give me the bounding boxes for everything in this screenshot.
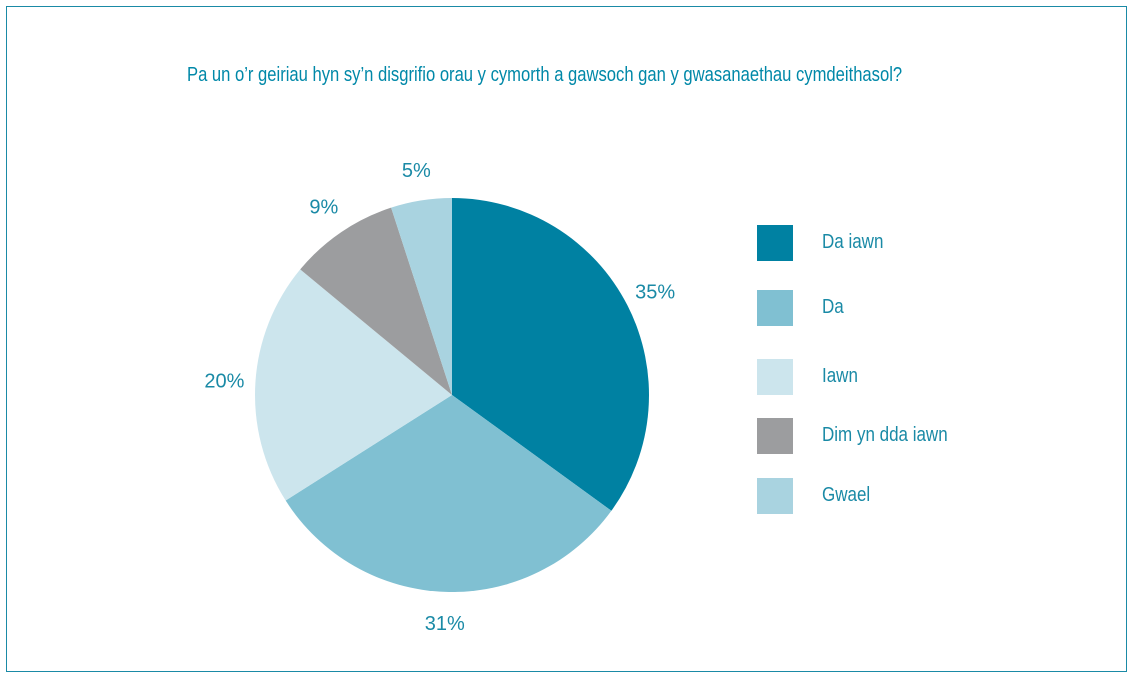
legend-item-dim-yn-dda-iawn: Dim yn dda iawn (757, 418, 1077, 454)
legend-swatch (757, 225, 793, 261)
legend-label: Dim yn dda iawn (822, 424, 948, 446)
chart-frame (6, 6, 1127, 672)
legend-label: Iawn (822, 365, 858, 387)
legend-swatch (757, 359, 793, 395)
data-label: 20% (204, 371, 244, 393)
data-label: 9% (309, 196, 338, 218)
legend-label: Gwael (822, 484, 871, 506)
data-label: 35% (635, 282, 675, 304)
data-label: 5% (402, 160, 431, 182)
legend-swatch (757, 478, 793, 514)
pie-slice-da (285, 395, 612, 592)
legend-item-da: Da (757, 290, 1077, 326)
pie-slice-da-iawn (452, 198, 650, 511)
chart-title: Pa un o’r geiriau hyn sy’n disgrifio ora… (187, 64, 903, 86)
pie-slice-dim-yn-dda-iawn (300, 207, 452, 395)
legend-item-da-iawn: Da iawn (757, 225, 1077, 261)
pie-slice-gwael (391, 198, 452, 395)
legend-swatch (757, 418, 793, 454)
legend-swatch (757, 290, 793, 326)
legend-item-gwael: Gwael (757, 478, 1077, 514)
legend-label: Da iawn (822, 231, 884, 253)
legend-label: Da (822, 296, 844, 318)
data-label: 31% (425, 613, 465, 635)
legend-item-iawn: Iawn (757, 359, 1077, 395)
pie-slice-iawn (255, 269, 452, 501)
